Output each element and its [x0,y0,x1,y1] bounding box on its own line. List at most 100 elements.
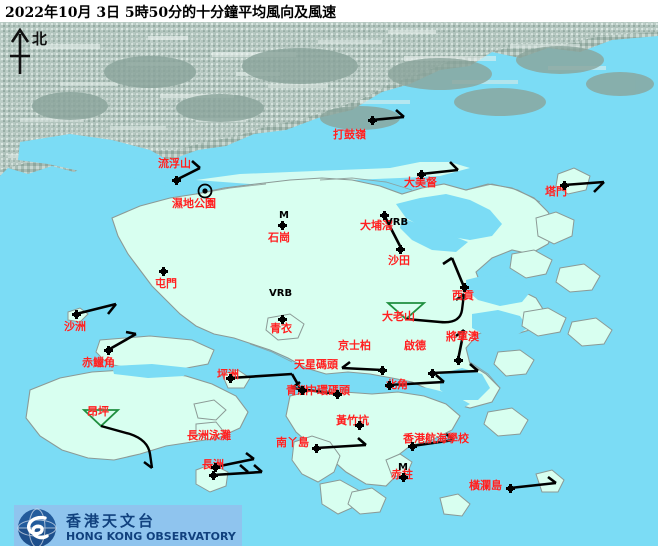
label-ta-kwu-ling: 打鼓嶺 [333,128,366,141]
east-islet-d [567,317,613,347]
label-cheung-chau-beach: 長洲泳灘 [187,429,231,442]
barb-tap-mun [563,180,605,187]
tung-chung-bay [112,364,190,378]
barb-tai-po-kau [382,214,402,247]
wetland-park-ring-marker [197,183,213,199]
calm-ngong-ping [81,409,121,428]
dot-kai-tak[interactable] [428,369,437,378]
label-tap-mun: 塔門 [545,185,567,198]
code-m-stanley: M [398,462,408,473]
label-wong-chuk-hang: 黃竹坑 [336,414,369,427]
hko-wordmark: 香港天文台 HONG KONG OBSERVATORY [60,512,236,544]
north-arrow-icon: 北 [6,26,66,78]
label-tai-po-kau: 大埔滘 [360,219,393,232]
tung-lung-chau [483,407,529,437]
label-tsing-yi: 青衣 [270,322,292,335]
label-kings-park: 京士柏 [338,339,371,352]
dot-cheung-chau-beach[interactable] [211,463,220,472]
barb-chek-lap-kok [107,332,137,352]
label-shek-kong: 石崗 [268,231,290,244]
north-label: 北 [32,30,48,48]
dot-tsing-yi[interactable] [278,315,287,324]
dot-north-point[interactable] [385,381,394,390]
junk-bay [440,368,490,400]
barb-sha-chau [75,302,117,316]
label-tuen-mun: 屯門 [155,277,177,290]
label-star-ferry: 天星碼頭 [294,358,338,371]
dot-cheung-chau[interactable] [209,471,218,480]
dot-ta-kwu-ling[interactable] [368,116,377,125]
map-canvas[interactable]: 打鼓嶺 塔門 大美督 流浮山 濕地公園 石崗 大埔滘 沙田 屯門 西貢 沙洲 赤… [0,22,658,546]
dot-peng-chau[interactable] [226,374,235,383]
label-north-point: 北角 [386,378,408,391]
barb-lau-fau-shan [175,166,201,182]
dot-lamma[interactable] [312,444,321,453]
barb-ngong-ping [100,424,154,469]
label-sai-kung: 西貢 [452,289,474,302]
hko-logo-icon [14,505,60,546]
code-m-shek-kong: M [279,210,289,221]
barb-hk-sea-school [411,438,455,448]
page-title: 2022年10月 3日 5時50分的十分鐘平均風向及風速 [5,5,337,21]
label-cheung-chau: 長洲 [202,459,224,470]
sai-kung-bay [472,310,528,338]
dot-chek-lap-kok[interactable] [104,346,113,355]
label-sha-chau: 沙洲 [64,320,86,333]
label-sha-tin: 沙田 [388,254,410,267]
dot-tai-mei-tuk[interactable] [417,170,426,179]
barb-tseung-kwan-o [456,329,466,361]
map-base-layer [0,22,658,546]
barb-kai-tak [431,369,479,375]
dot-lau-fau-shan[interactable] [172,176,181,185]
label-tai-mei-tuk: 大美督 [404,176,437,189]
barb-tates-cairn [405,293,466,324]
tolo-channel [400,218,468,252]
dot-wong-chuk-hang[interactable] [355,421,364,430]
dot-green-island[interactable] [298,386,307,395]
wind-barb-layer [75,109,605,490]
dot-star-ferry[interactable] [333,390,342,399]
dot-tai-po-kau[interactable] [380,211,389,220]
dot-tap-mun[interactable] [560,181,569,190]
label-hk-sea-school: 香港航海學校 [403,432,469,445]
code-vrb-sha-tin: VRB [385,217,409,228]
kau-sai-chau [521,307,567,337]
label-tates-cairn: 大老山 [382,310,415,323]
dot-sha-chau[interactable] [72,310,81,319]
label-kai-tak: 啟德 [404,339,426,352]
tsing-yi-island [265,313,305,341]
label-wetland-park: 濕地公園 [172,197,216,210]
label-lamma: 南丫島 [276,436,309,449]
label-chek-lap-kok: 赤鱲角 [82,356,115,369]
dot-sai-kung[interactable] [460,283,469,292]
barb-north-point [388,380,445,387]
deep-bay [18,134,196,190]
dot-hk-sea-school[interactable] [408,442,417,451]
calm-tates-cairn [385,302,427,321]
barb-peng-chau [229,372,293,380]
chek-lap-kok-airport [95,335,215,371]
barb-cheung-chau-beach [214,457,255,469]
hei-ling-chau [193,399,227,421]
calm-triangle-markers [81,302,427,428]
dot-tseung-kwan-o[interactable] [454,356,463,365]
po-toi-islet [439,493,471,517]
dot-shek-kong[interactable] [278,221,287,230]
hko-name-en: HONG KONG OBSERVATORY [66,530,236,543]
dot-tuen-mun[interactable] [159,267,168,276]
ne-islet-b [509,249,553,279]
waglan-island [535,469,565,493]
port-shelter [466,274,532,306]
mainland-vegetation [32,46,654,130]
label-lau-fau-shan: 流浮山 [158,157,191,170]
dot-kings-park[interactable] [378,366,387,375]
hko-logo: 香港天文台 HONG KONG OBSERVATORY [14,505,242,546]
barb-waglan [509,481,557,490]
label-central-pier: 中環碼頭 [306,384,350,397]
stanley-peninsula [385,453,413,477]
dot-stanley[interactable] [399,473,408,482]
dot-sha-tin[interactable] [396,245,405,254]
dot-waglan[interactable] [506,484,515,493]
hko-name-cn: 香港天文台 [66,512,157,530]
